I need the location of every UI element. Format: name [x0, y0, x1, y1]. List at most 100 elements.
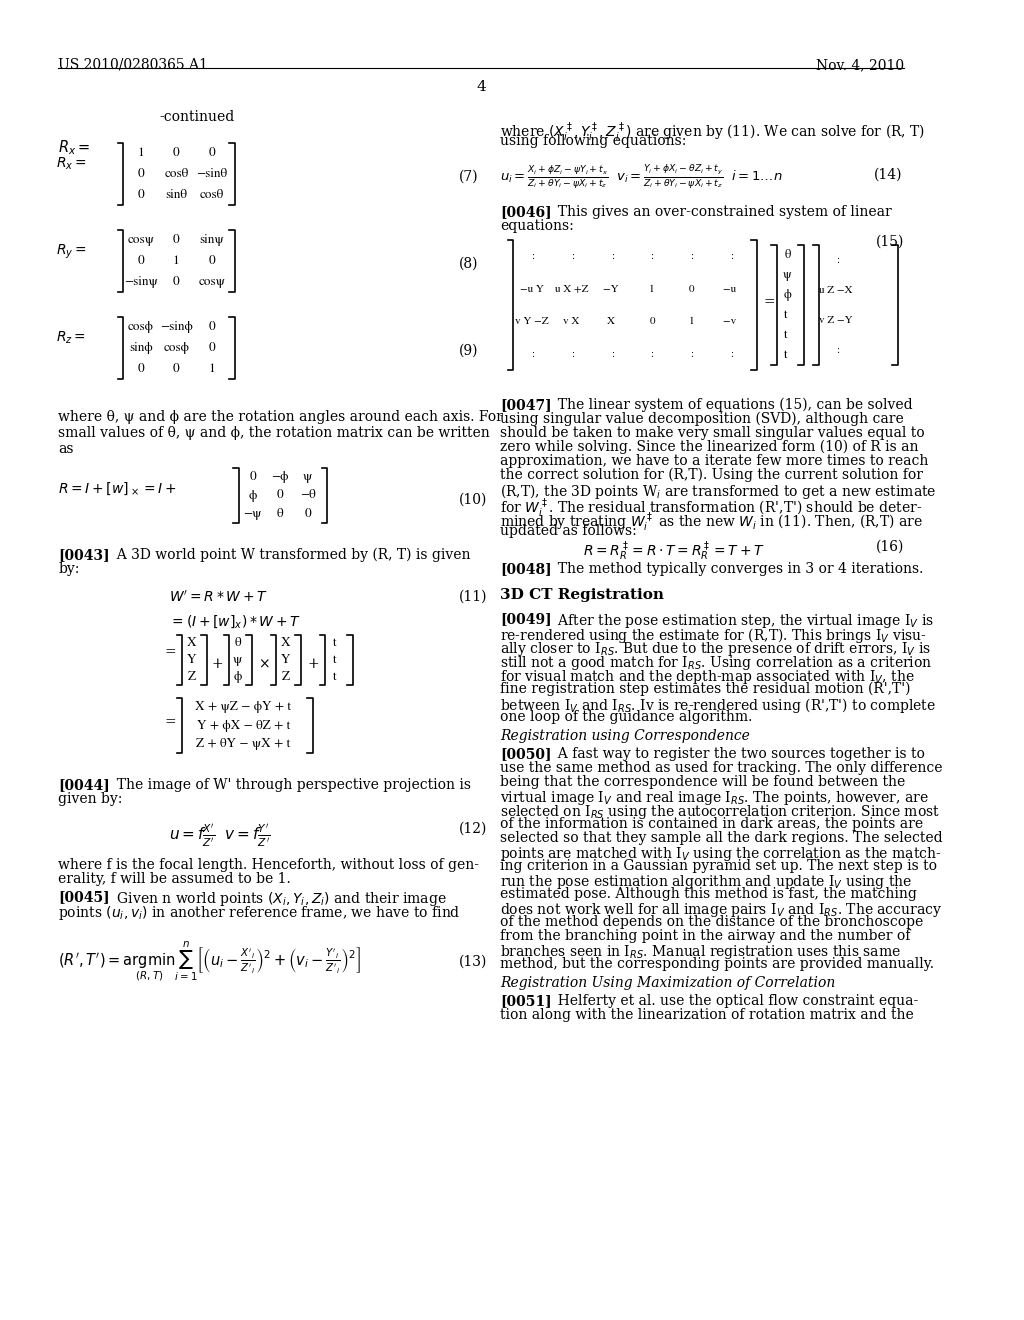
Text: 1: 1: [689, 317, 694, 326]
Text: −uᵢYᵢ: −uᵢYᵢ: [520, 284, 547, 293]
Text: virtual image I$_V$ and real image I$_{RS}$. The points, however, are: virtual image I$_V$ and real image I$_{R…: [500, 789, 929, 807]
Text: the correct solution for (R,T). Using the current solution for: the correct solution for (R,T). Using th…: [500, 469, 924, 482]
Text: :: :: [836, 255, 839, 265]
Text: +: +: [212, 657, 223, 671]
Text: θ: θ: [276, 508, 284, 520]
Text: given by:: given by:: [58, 792, 123, 807]
Text: tᵧ: tᵧ: [333, 655, 340, 665]
Text: 1: 1: [173, 255, 179, 267]
Text: $W' = R * W + T$: $W' = R * W + T$: [169, 590, 268, 605]
Text: from the branching point in the airway and the number of: from the branching point in the airway a…: [500, 929, 910, 942]
Text: equations:: equations:: [500, 219, 573, 234]
Text: 0: 0: [276, 490, 284, 502]
Text: 0: 0: [208, 322, 215, 333]
Text: :: :: [730, 251, 733, 261]
Text: A 3D world point W transformed by (R, T) is given: A 3D world point W transformed by (R, T)…: [109, 548, 471, 562]
Text: Z: Z: [282, 671, 290, 682]
Text: −Yᵢ: −Yᵢ: [603, 284, 622, 293]
Text: tᵧ: tᵧ: [784, 329, 791, 341]
Text: 0: 0: [649, 317, 654, 326]
Text: -continued: -continued: [160, 110, 236, 124]
Text: $u_i = \frac{X_i + \phi Z_i - \psi Y_i + t_x}{Z_i + \theta Y_i - \psi X_i + t_z}: $u_i = \frac{X_i + \phi Z_i - \psi Y_i +…: [500, 162, 783, 190]
Text: 0: 0: [173, 276, 179, 288]
Text: θ: θ: [234, 638, 241, 649]
Text: cosψ: cosψ: [199, 276, 225, 288]
Text: tᵩ: tᵩ: [784, 348, 791, 360]
Text: [0045]: [0045]: [58, 890, 110, 904]
Text: for visual match and the depth-map associated with I$_V$, the: for visual match and the depth-map assoc…: [500, 668, 915, 686]
Text: 0: 0: [137, 363, 144, 375]
Text: :: :: [650, 348, 653, 359]
Text: $R_x = $: $R_x = $: [58, 139, 90, 157]
Text: =: =: [165, 715, 176, 729]
Text: Z: Z: [187, 671, 196, 682]
Text: Xᵢ: Xᵢ: [607, 317, 617, 326]
Text: :: :: [531, 251, 535, 261]
Text: for $W_i^\ddagger$. The residual transformation (R',T') should be deter-: for $W_i^\ddagger$. The residual transfo…: [500, 496, 923, 520]
Text: 0: 0: [173, 148, 179, 160]
Text: Y + ϕX − θZ + tᵧ: Y + ϕX − θZ + tᵧ: [197, 719, 293, 731]
Text: 1: 1: [208, 363, 215, 375]
Text: −sinθ: −sinθ: [197, 168, 227, 180]
Text: sinθ: sinθ: [165, 189, 187, 201]
Text: $R_z =$: $R_z =$: [56, 330, 86, 346]
Text: selected so that they sample all the dark regions. The selected: selected so that they sample all the dar…: [500, 832, 943, 845]
Text: ing criterion in a Gaussian pyramid set up. The next step is to: ing criterion in a Gaussian pyramid set …: [500, 859, 937, 873]
Text: US 2010/0280365 A1: US 2010/0280365 A1: [58, 58, 208, 73]
Text: uᵢXᵢ+Zᵢ: uᵢXᵢ+Zᵢ: [555, 284, 591, 293]
Text: −uᵢ: −uᵢ: [723, 284, 739, 293]
Text: $R=R_R^\ddagger=R\cdot T=R_R^\ddagger=T+T$: $R=R_R^\ddagger=R\cdot T=R_R^\ddagger=T+…: [583, 540, 765, 564]
Text: −sinψ: −sinψ: [124, 276, 158, 288]
Text: method, but the corresponding points are provided manually.: method, but the corresponding points are…: [500, 957, 934, 972]
Text: −θ: −θ: [300, 490, 315, 502]
Text: 4: 4: [476, 81, 486, 94]
Text: where $(X_i^\ddagger, Y_i^\ddagger, Z_i^\ddagger)$ are given by (11). We can sol: where $(X_i^\ddagger, Y_i^\ddagger, Z_i^…: [500, 120, 926, 144]
Text: Helferty et al. use the optical flow constraint equa-: Helferty et al. use the optical flow con…: [549, 994, 919, 1008]
Text: does not work well for all image pairs I$_V$ and I$_{RS}$. The accuracy: does not work well for all image pairs I…: [500, 902, 942, 919]
Text: :: :: [730, 348, 733, 359]
Text: $R = I + [w]_\times = I +$: $R = I + [w]_\times = I +$: [58, 480, 177, 498]
Text: updated as follows:: updated as follows:: [500, 524, 637, 539]
Text: θ: θ: [784, 249, 791, 261]
Text: ψ: ψ: [783, 269, 792, 281]
Text: 0: 0: [173, 235, 179, 247]
Text: :: :: [611, 251, 614, 261]
Text: vᵢZᵢ−Yᵢ: vᵢZᵢ−Yᵢ: [819, 315, 855, 325]
Text: estimated pose. Although this method is fast, the matching: estimated pose. Although this method is …: [500, 887, 918, 902]
Text: Nov. 4, 2010: Nov. 4, 2010: [816, 58, 904, 73]
Text: (7): (7): [459, 170, 478, 183]
Text: approximation, we have to a iterate few more times to reach: approximation, we have to a iterate few …: [500, 454, 929, 469]
Text: 0: 0: [173, 363, 179, 375]
Text: :: :: [611, 348, 614, 359]
Text: A fast way to register the two sources together is to: A fast way to register the two sources t…: [549, 747, 925, 762]
Text: :: :: [690, 251, 693, 261]
Text: (11): (11): [459, 590, 487, 605]
Text: vᵢXᵢ: vᵢXᵢ: [563, 317, 583, 326]
Text: (15): (15): [876, 235, 904, 249]
Text: cosθ: cosθ: [200, 189, 224, 201]
Text: cosθ: cosθ: [164, 168, 188, 180]
Text: [0048]: [0048]: [500, 562, 552, 576]
Text: Registration Using Maximization of Correlation: Registration Using Maximization of Corre…: [500, 975, 836, 990]
Text: Z + θY − ψX + tᵩ: Z + θY − ψX + tᵩ: [196, 738, 294, 750]
Text: 0: 0: [208, 342, 215, 354]
Text: −ψ: −ψ: [244, 508, 262, 520]
Text: [0047]: [0047]: [500, 399, 552, 412]
Text: [0043]: [0043]: [58, 548, 110, 562]
Text: After the pose estimation step, the virtual image I$_V$ is: After the pose estimation step, the virt…: [549, 612, 934, 630]
Text: Given n world points $(X_i, Y_i, Z_i)$ and their image: Given n world points $(X_i, Y_i, Z_i)$ a…: [109, 890, 446, 908]
Text: using singular value decomposition (SVD), although care: using singular value decomposition (SVD)…: [500, 412, 904, 426]
Text: [0049]: [0049]: [500, 612, 552, 626]
Text: (14): (14): [874, 168, 902, 182]
Text: 0: 0: [304, 508, 311, 520]
Text: mined by treating $W_i^\ddagger$ as the new $W_i$ in (11). Then, (R,T) are: mined by treating $W_i^\ddagger$ as the …: [500, 510, 923, 533]
Text: tₓ: tₓ: [784, 309, 791, 321]
Text: between I$_V$ and I$_{RS}$. Iv is re-rendered using (R',T') to complete: between I$_V$ and I$_{RS}$. Iv is re-ren…: [500, 696, 936, 715]
Text: [0051]: [0051]: [500, 994, 552, 1008]
Text: 0: 0: [137, 189, 144, 201]
Text: should be taken to make very small singular values equal to: should be taken to make very small singu…: [500, 426, 925, 440]
Text: 0: 0: [137, 168, 144, 180]
Text: fine registration step estimates the residual motion (R',T'): fine registration step estimates the res…: [500, 682, 910, 697]
Text: erality, f will be assumed to be 1.: erality, f will be assumed to be 1.: [58, 873, 291, 886]
Text: −ϕ: −ϕ: [271, 471, 289, 483]
